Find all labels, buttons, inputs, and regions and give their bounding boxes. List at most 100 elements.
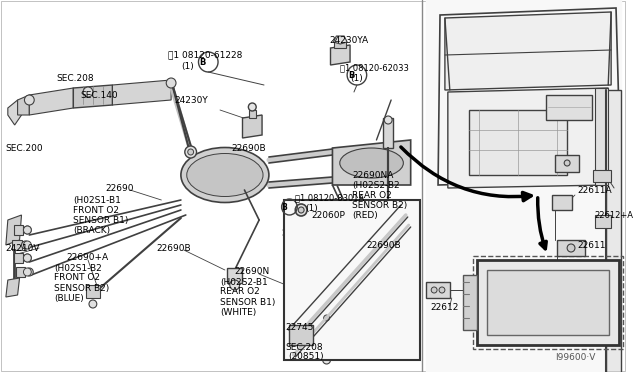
Polygon shape	[426, 0, 621, 372]
Polygon shape	[8, 100, 22, 125]
Circle shape	[323, 356, 330, 364]
Text: 22060P: 22060P	[311, 211, 345, 219]
Polygon shape	[381, 248, 395, 265]
Text: (H02S2-B2: (H02S2-B2	[352, 180, 399, 189]
Circle shape	[26, 268, 33, 276]
Polygon shape	[12, 240, 22, 250]
Text: 22690NA: 22690NA	[352, 170, 394, 180]
Text: SENSOR B2): SENSOR B2)	[54, 283, 109, 292]
Polygon shape	[606, 90, 621, 372]
Text: 22612+A: 22612+A	[595, 211, 634, 219]
Circle shape	[439, 287, 445, 293]
Circle shape	[230, 280, 239, 290]
Text: SEC.200: SEC.200	[5, 144, 42, 153]
Text: I99600·V: I99600·V	[556, 353, 596, 362]
Polygon shape	[556, 155, 579, 172]
Bar	[284, 200, 420, 360]
Text: (1): (1)	[305, 203, 318, 212]
Polygon shape	[250, 110, 256, 118]
Bar	[487, 270, 609, 335]
Text: (H02S1-B2: (H02S1-B2	[54, 263, 102, 273]
Text: 22690B: 22690B	[367, 241, 401, 250]
Polygon shape	[86, 285, 100, 298]
Polygon shape	[18, 95, 29, 115]
Ellipse shape	[340, 148, 403, 178]
Text: B: B	[348, 71, 354, 80]
Text: 22611A: 22611A	[577, 186, 612, 195]
Polygon shape	[6, 215, 22, 245]
Circle shape	[24, 226, 31, 234]
Text: (H02S1-B1: (H02S1-B1	[74, 196, 121, 205]
Text: (1): (1)	[181, 61, 194, 71]
Text: (BRACK): (BRACK)	[74, 225, 111, 234]
Polygon shape	[13, 225, 24, 235]
Text: 22690B: 22690B	[232, 144, 266, 153]
Polygon shape	[426, 282, 450, 298]
Polygon shape	[546, 95, 591, 120]
Circle shape	[166, 78, 176, 88]
Text: SENSOR B1): SENSOR B1)	[220, 298, 275, 307]
Circle shape	[295, 204, 307, 216]
Text: ⑂1 08120-8301A: ⑂1 08120-8301A	[295, 193, 365, 202]
FancyArrowPatch shape	[401, 147, 531, 201]
Polygon shape	[595, 215, 611, 228]
Text: ⑂1 08120-62033: ⑂1 08120-62033	[340, 64, 409, 73]
Ellipse shape	[187, 154, 263, 196]
Circle shape	[22, 241, 29, 249]
FancyArrowPatch shape	[538, 198, 546, 249]
Text: 22611: 22611	[577, 241, 605, 250]
Polygon shape	[330, 45, 350, 65]
Circle shape	[24, 226, 31, 234]
Circle shape	[248, 103, 256, 111]
Text: (H02S2-B1: (H02S2-B1	[220, 278, 268, 286]
Polygon shape	[113, 80, 171, 105]
Polygon shape	[448, 88, 608, 188]
Polygon shape	[332, 140, 411, 185]
Circle shape	[24, 95, 34, 105]
Text: 24230Y: 24230Y	[174, 96, 208, 105]
Polygon shape	[477, 260, 619, 345]
Polygon shape	[552, 195, 572, 210]
Ellipse shape	[181, 148, 269, 202]
Circle shape	[188, 149, 194, 155]
Circle shape	[24, 241, 31, 249]
Polygon shape	[13, 253, 24, 263]
Polygon shape	[595, 88, 608, 185]
Polygon shape	[383, 118, 393, 148]
Text: (20851): (20851)	[289, 353, 324, 362]
Circle shape	[564, 160, 570, 166]
Circle shape	[24, 254, 31, 262]
Text: (WHITE): (WHITE)	[220, 308, 256, 317]
Text: B: B	[282, 202, 287, 212]
Polygon shape	[15, 267, 26, 277]
Text: REAR O2: REAR O2	[352, 190, 392, 199]
Text: (RED): (RED)	[352, 211, 378, 219]
Text: (1): (1)	[350, 74, 363, 83]
Polygon shape	[243, 115, 262, 138]
Circle shape	[83, 87, 93, 97]
Circle shape	[383, 229, 393, 239]
Text: FRONT O2: FRONT O2	[74, 205, 119, 215]
Polygon shape	[321, 345, 332, 358]
Text: 22690N: 22690N	[235, 267, 270, 276]
Polygon shape	[469, 110, 567, 175]
Text: SEC.140: SEC.140	[80, 90, 118, 99]
Text: SEC.208: SEC.208	[285, 343, 323, 353]
Text: 24230YA: 24230YA	[330, 35, 369, 45]
Polygon shape	[227, 268, 243, 283]
Polygon shape	[380, 226, 397, 242]
Circle shape	[298, 207, 304, 213]
Text: REAR O2: REAR O2	[220, 288, 260, 296]
Circle shape	[89, 300, 97, 308]
Circle shape	[185, 146, 196, 158]
Text: 24210V: 24210V	[5, 244, 40, 253]
Circle shape	[324, 315, 330, 321]
Circle shape	[567, 244, 575, 252]
Text: ⑂1 08120-61228: ⑂1 08120-61228	[168, 51, 243, 60]
Circle shape	[383, 265, 393, 275]
Circle shape	[431, 287, 437, 293]
Polygon shape	[335, 40, 346, 48]
Text: 22690: 22690	[106, 183, 134, 192]
Text: 22612: 22612	[430, 304, 459, 312]
Polygon shape	[333, 36, 347, 44]
